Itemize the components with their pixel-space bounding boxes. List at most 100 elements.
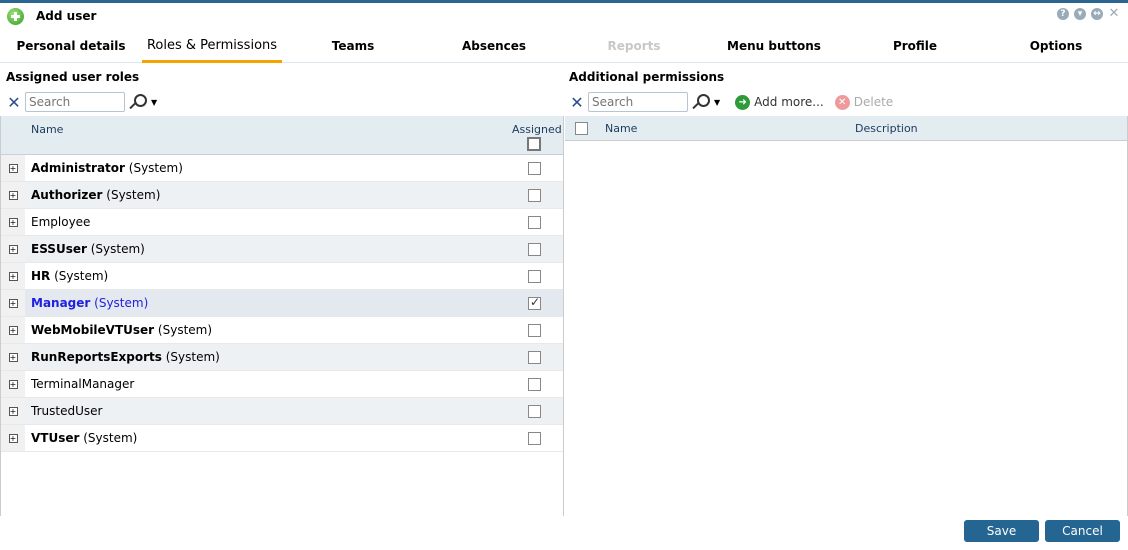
role-name: Employee [31, 215, 90, 229]
roles-grid: Name Assigned + Administrator (System) +… [0, 116, 564, 516]
row-gutter: + [1, 425, 25, 451]
tab-roles-permissions[interactable]: Roles & Permissions [142, 33, 282, 63]
role-title: HR [31, 269, 51, 283]
search-options-dropdown-icon[interactable]: ▼ [151, 97, 158, 107]
role-suffix: (System) [157, 323, 213, 337]
arrow-right-icon: ➜ [735, 94, 751, 110]
expand-icon[interactable]: + [8, 325, 18, 335]
tab-profile[interactable]: Profile [892, 39, 938, 53]
assigned-checkbox[interactable] [528, 162, 541, 175]
permissions-grid-header: Name Description [565, 116, 1127, 141]
search-icon[interactable] [128, 92, 152, 112]
role-title: TrustedUser [31, 404, 103, 418]
expand-icon[interactable]: + [8, 379, 18, 389]
add-user-icon [7, 7, 24, 25]
table-row[interactable]: + HR (System) [1, 263, 563, 290]
role-suffix: (System) [94, 296, 149, 310]
assigned-checkbox[interactable] [528, 351, 541, 364]
role-name: RunReportsExports (System) [31, 350, 220, 364]
window-title: Add user [36, 9, 97, 23]
permissions-search-input[interactable] [588, 92, 688, 112]
tab-options[interactable]: Options [1029, 39, 1083, 53]
row-gutter: + [1, 182, 25, 208]
role-title: Manager [31, 296, 91, 310]
role-name: VTUser (System) [31, 431, 137, 445]
assigned-checkbox[interactable] [528, 324, 541, 337]
table-row[interactable]: + TrustedUser [1, 398, 563, 425]
tab-absences[interactable]: Absences [461, 39, 527, 53]
expand-icon[interactable]: + [8, 352, 18, 362]
assign-all-checkbox[interactable] [527, 137, 541, 151]
table-row[interactable]: + ESSUser (System) [1, 236, 563, 263]
column-header-description[interactable]: Description [855, 122, 918, 135]
expand-icon[interactable]: + [8, 433, 18, 443]
row-gutter: + [1, 236, 25, 262]
column-header-assigned[interactable]: Assigned [512, 123, 562, 136]
column-header-name[interactable]: Name [31, 123, 64, 136]
role-suffix: (System) [165, 350, 220, 364]
expand-icon[interactable]: + [8, 163, 18, 173]
row-gutter: + [1, 317, 25, 343]
delete-button: ✕ Delete [834, 94, 894, 110]
tab-menu-buttons[interactable]: Menu buttons [727, 39, 821, 53]
role-name: TerminalManager [31, 377, 134, 391]
table-row[interactable]: + RunReportsExports (System) [1, 344, 563, 371]
column-header-name[interactable]: Name [605, 122, 638, 135]
role-suffix: (System) [83, 431, 138, 445]
role-suffix: (System) [106, 188, 161, 202]
role-title: TerminalManager [31, 377, 135, 391]
assigned-checkbox[interactable] [528, 270, 541, 283]
select-all-checkbox[interactable] [575, 122, 588, 135]
expand-icon[interactable]: + [8, 271, 18, 281]
clear-search-icon[interactable]: ✕ [570, 92, 584, 112]
permissions-toolbar: ✕ ▼ ➜Add more... ✕Delete [569, 91, 893, 113]
assigned-checkbox[interactable] [528, 189, 541, 202]
save-button[interactable]: Save [964, 520, 1039, 542]
role-title: Employee [31, 215, 91, 229]
expand-icon[interactable]: + [8, 298, 18, 308]
permissions-section-title: Additional permissions [569, 70, 725, 84]
help-icon[interactable]: ? [1057, 8, 1069, 20]
role-name: HR (System) [31, 269, 108, 283]
assigned-checkbox[interactable] [528, 405, 541, 418]
delete-label: Delete [853, 95, 894, 109]
table-row[interactable]: + TerminalManager [1, 371, 563, 398]
close-icon[interactable]: ✕ [1108, 6, 1120, 21]
table-row[interactable]: + VTUser (System) [1, 425, 563, 452]
expand-icon[interactable]: + [8, 190, 18, 200]
assigned-checkbox[interactable] [528, 432, 541, 445]
restore-icon[interactable]: ↔ [1091, 8, 1103, 20]
row-gutter: + [1, 371, 25, 397]
assigned-checkbox[interactable] [528, 243, 541, 256]
table-row[interactable]: + Employee [1, 209, 563, 236]
search-icon[interactable] [691, 92, 715, 112]
clear-search-icon[interactable]: ✕ [7, 92, 21, 112]
role-name: ESSUser (System) [31, 242, 145, 256]
tab-teams[interactable]: Teams [331, 39, 375, 53]
assigned-checkbox[interactable]: ✓ [528, 295, 541, 310]
assigned-checkbox[interactable] [528, 216, 541, 229]
role-title: RunReportsExports [31, 350, 162, 364]
expand-icon[interactable]: + [8, 244, 18, 254]
search-options-dropdown-icon[interactable]: ▼ [714, 97, 721, 107]
window-controls: ? ▾ ↔ ✕ [1057, 6, 1120, 21]
roles-search-input[interactable] [25, 92, 125, 112]
row-gutter: + [1, 263, 25, 289]
add-more-button[interactable]: ➜ Add more... [735, 94, 824, 110]
role-title: ESSUser [31, 242, 87, 256]
expand-icon[interactable]: + [8, 217, 18, 227]
table-row[interactable]: + WebMobileVTUser (System) [1, 317, 563, 344]
role-name: Administrator (System) [31, 161, 183, 175]
window-top-border [0, 0, 1128, 3]
table-row[interactable]: + Manager (System) ✓ [1, 290, 563, 317]
role-name: WebMobileVTUser (System) [31, 323, 212, 337]
minimize-icon[interactable]: ▾ [1074, 8, 1086, 20]
table-row[interactable]: + Administrator (System) [1, 155, 563, 182]
table-row[interactable]: + Authorizer (System) [1, 182, 563, 209]
role-suffix: (System) [128, 161, 183, 175]
expand-icon[interactable]: + [8, 406, 18, 416]
assigned-checkbox[interactable] [528, 378, 541, 391]
row-gutter: + [1, 344, 25, 370]
cancel-button[interactable]: Cancel [1045, 520, 1120, 542]
tab-personal-details[interactable]: Personal details [16, 39, 126, 53]
